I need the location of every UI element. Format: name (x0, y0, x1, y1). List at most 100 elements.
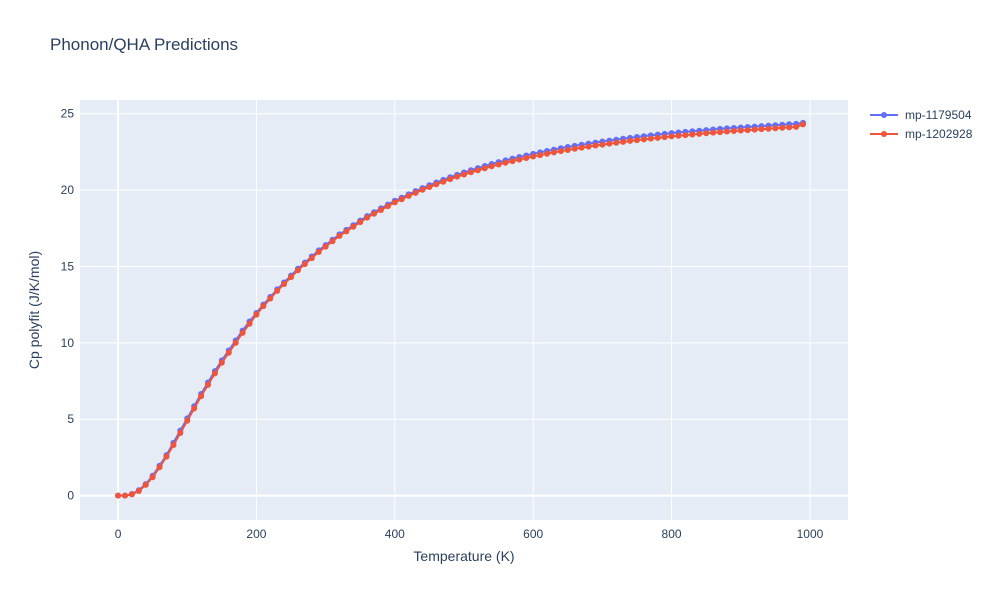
data-point (232, 339, 239, 346)
data-point (779, 124, 786, 131)
series-line-mp-1179504 (118, 121, 804, 497)
data-point (689, 131, 696, 138)
data-point (481, 165, 488, 172)
data-point (142, 481, 149, 488)
data-point (135, 487, 142, 494)
data-point (502, 159, 509, 166)
data-point (654, 134, 661, 141)
data-point (121, 492, 128, 499)
data-point (447, 176, 454, 183)
y-tick-label: 20 (61, 183, 75, 197)
chart-title: Phonon/QHA Predictions (50, 35, 238, 54)
data-point (440, 178, 447, 185)
data-point (550, 149, 557, 156)
data-point (128, 491, 135, 498)
data-point (384, 203, 391, 210)
data-point (661, 134, 668, 141)
data-point (640, 136, 647, 143)
data-point (599, 141, 606, 148)
legend-label: mp-1179504 (905, 108, 972, 122)
legend[interactable]: mp-1179504 mp-1202928 (870, 108, 973, 141)
data-point (267, 295, 274, 302)
data-point (218, 359, 225, 366)
data-point (606, 140, 613, 147)
data-point (184, 417, 191, 424)
data-point (578, 144, 585, 151)
data-point (260, 303, 267, 310)
data-point (675, 132, 682, 139)
legend-marker (881, 131, 887, 137)
plot-area (80, 100, 848, 520)
data-point (592, 142, 599, 149)
data-point (758, 126, 765, 133)
data-point (696, 130, 703, 137)
y-axis-title: Cp polyfit (J/K/mol) (26, 251, 42, 369)
y-tick-label: 5 (67, 412, 74, 426)
data-point (723, 128, 730, 135)
data-point (301, 261, 308, 268)
data-point (620, 138, 627, 145)
data-point (246, 320, 253, 327)
data-point (564, 146, 571, 153)
data-point (371, 210, 378, 217)
y-tick-label: 10 (61, 336, 75, 350)
data-point (613, 139, 620, 146)
data-point (772, 125, 779, 132)
data-point (412, 189, 419, 196)
data-point (633, 137, 640, 144)
data-point (730, 128, 737, 135)
data-point (198, 393, 205, 400)
y-tick-label: 15 (61, 259, 75, 273)
data-point (495, 161, 502, 168)
legend-label: mp-1202928 (905, 127, 973, 141)
data-point (585, 143, 592, 150)
x-axis-title: Temperature (K) (413, 548, 514, 564)
x-tick-label: 800 (662, 527, 682, 541)
legend-item-mp-1179504[interactable]: mp-1179504 (870, 108, 972, 122)
data-point (668, 133, 675, 140)
data-point (391, 199, 398, 206)
data-point (398, 196, 405, 203)
x-tick-label: 1000 (797, 527, 824, 541)
data-point (461, 171, 467, 178)
series-layer (115, 119, 807, 499)
grid-layer (80, 100, 848, 520)
x-tick-label: 0 (115, 527, 122, 541)
data-point (530, 153, 537, 160)
data-point (350, 223, 357, 230)
data-point (467, 169, 474, 176)
x-tick-label: 400 (385, 527, 405, 541)
data-point (800, 121, 807, 128)
data-point (225, 349, 232, 356)
data-point (191, 405, 198, 412)
data-point (703, 130, 710, 137)
data-point (294, 267, 301, 274)
data-point (571, 145, 578, 152)
legend-item-mp-1202928[interactable]: mp-1202928 (870, 127, 973, 141)
data-point (288, 274, 295, 281)
data-point (474, 167, 481, 174)
data-point (274, 287, 281, 294)
data-point (426, 184, 433, 191)
data-point (682, 132, 689, 139)
data-point (737, 127, 744, 134)
data-point (523, 155, 530, 162)
series-line-mp-1202928 (118, 123, 804, 497)
data-point (377, 206, 384, 213)
data-point (793, 123, 800, 130)
data-point (537, 152, 544, 159)
data-point (405, 192, 412, 199)
data-point (156, 464, 163, 471)
legend-marker (881, 112, 887, 118)
data-point (516, 156, 523, 163)
data-point (419, 186, 426, 193)
data-point (454, 173, 461, 180)
y-tick-label: 0 (67, 489, 74, 503)
data-point (647, 135, 654, 142)
data-point (357, 219, 364, 226)
data-point (163, 453, 170, 460)
data-point (315, 248, 322, 255)
data-point (205, 381, 211, 388)
data-point (786, 124, 793, 131)
